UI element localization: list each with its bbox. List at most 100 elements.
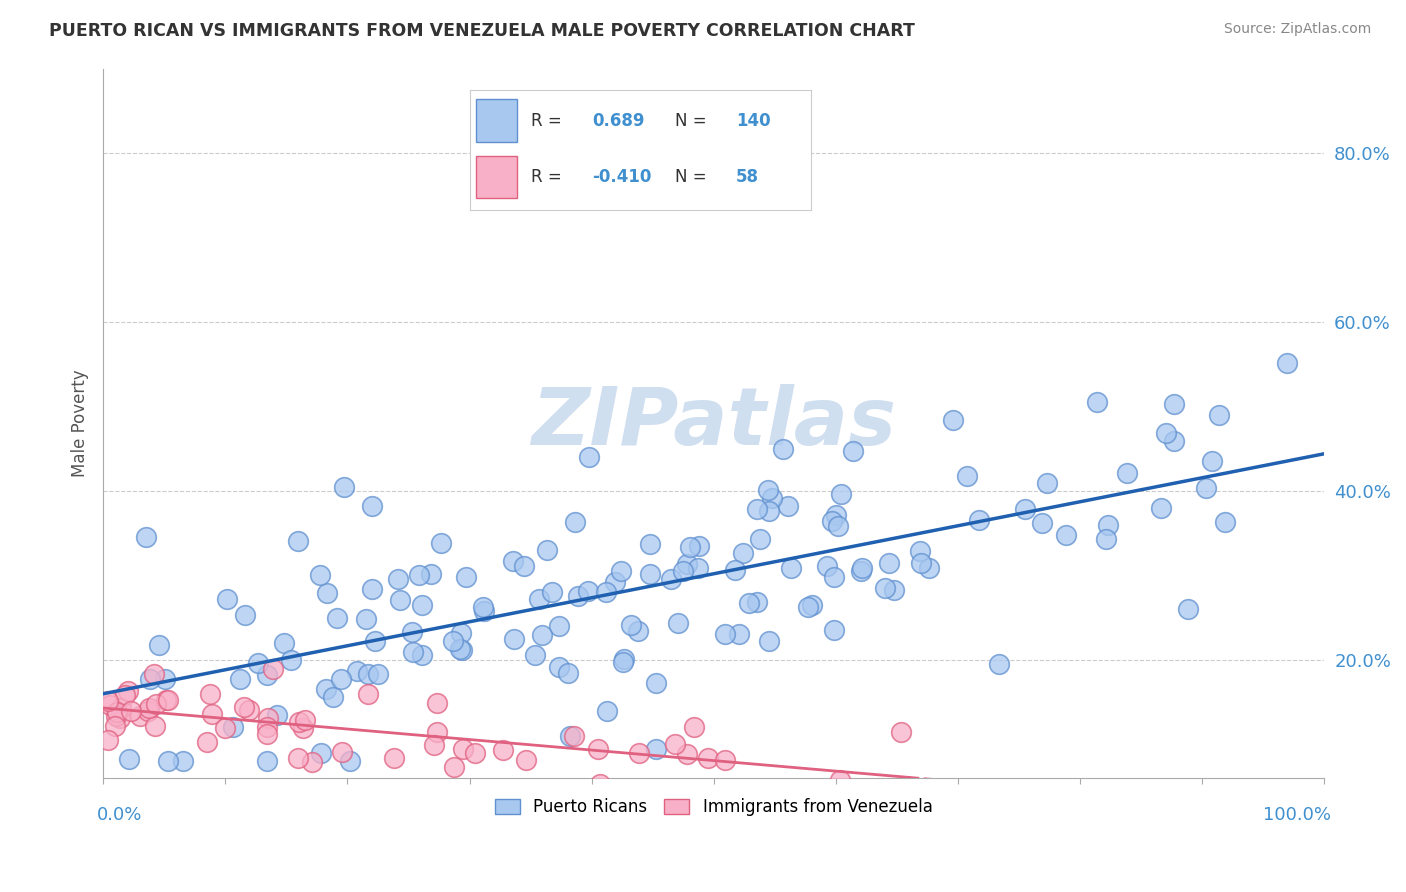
Point [576,584,599,599]
Point [620,617,643,632]
Point [645,742,668,756]
Point [688,539,710,553]
Point [567,589,589,603]
Text: 0.0%: 0.0% [97,806,142,824]
Text: Source: ZipAtlas.com: Source: ZipAtlas.com [1223,22,1371,37]
Point [830,487,852,501]
Point [827,518,849,533]
Point [842,443,865,458]
Point [756,483,779,498]
Point [523,648,546,663]
Point [360,499,382,513]
Point [676,557,699,571]
Point [309,568,332,582]
Point [120,705,142,719]
Point [823,623,845,637]
Point [257,711,280,725]
Point [772,442,794,457]
Point [97,733,120,747]
Point [776,499,799,513]
Point [402,645,425,659]
Point [441,634,464,648]
Point [801,598,824,612]
Point [360,582,382,596]
Point [596,704,619,718]
Point [1097,518,1119,533]
Point [1031,516,1053,530]
Point [515,753,537,767]
Point [557,665,579,680]
Point [389,593,412,607]
Point [107,705,129,719]
Point [942,413,965,427]
Point [104,708,127,723]
Point [683,720,706,734]
Point [138,701,160,715]
Point [603,574,626,589]
Point [749,533,772,547]
Point [420,566,443,581]
Point [589,777,612,791]
Point [823,570,845,584]
Point [155,693,177,707]
Point [548,659,571,673]
Point [713,753,735,767]
Point [1035,476,1057,491]
Point [897,782,920,797]
Point [346,664,368,678]
Point [156,693,179,707]
Point [797,600,820,615]
Point [738,596,761,610]
Point [851,561,873,575]
Point [638,536,661,550]
Point [877,557,900,571]
Point [110,701,132,715]
Point [315,682,337,697]
Point [357,667,380,681]
Point [148,638,170,652]
Point [110,711,132,725]
Point [758,504,780,518]
Point [987,657,1010,672]
Point [659,572,682,586]
Point [725,788,748,802]
Point [322,690,344,704]
Point [118,752,141,766]
Point [384,751,406,765]
Point [266,707,288,722]
Point [1054,528,1077,542]
Point [401,624,423,639]
Point [201,706,224,721]
Point [502,554,524,568]
Point [256,668,278,682]
Point [233,700,256,714]
Point [443,759,465,773]
Point [595,585,617,599]
Point [578,450,600,465]
Y-axis label: Male Poverty: Male Poverty [72,369,89,477]
Point [142,667,165,681]
Point [558,729,581,743]
Point [1150,500,1173,515]
Point [503,632,526,647]
Point [198,687,221,701]
Point [364,633,387,648]
Point [354,612,377,626]
Point [512,559,534,574]
Point [1201,454,1223,468]
Point [451,643,474,657]
Point [910,556,932,570]
Point [339,754,361,768]
Point [422,739,444,753]
Point [215,592,238,607]
Point [1177,601,1199,615]
Point [256,754,278,768]
Point [761,491,783,505]
Point [1208,408,1230,422]
Point [627,624,650,638]
Point [492,743,515,757]
Point [1213,515,1236,529]
Point [273,636,295,650]
Point [821,514,844,528]
Point [228,672,250,686]
